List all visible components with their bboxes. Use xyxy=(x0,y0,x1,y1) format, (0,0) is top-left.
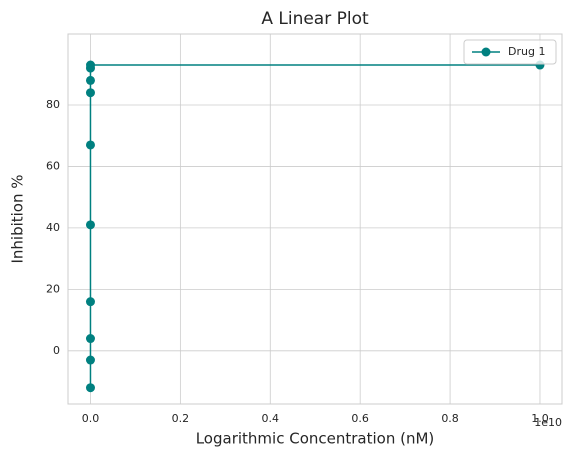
data-point xyxy=(85,140,95,150)
x-tick-label: 0.4 xyxy=(262,412,280,425)
data-point xyxy=(85,334,95,344)
legend-marker xyxy=(481,47,491,57)
x-tick-label: 0.8 xyxy=(441,412,459,425)
data-point xyxy=(85,355,95,365)
y-tick-label: 0 xyxy=(53,344,60,357)
x-tick-label: 0.2 xyxy=(172,412,190,425)
y-tick-label: 60 xyxy=(46,159,60,172)
y-axis-label: Inhibition % xyxy=(9,174,27,263)
data-point xyxy=(85,88,95,98)
x-tick-label: 1.0 xyxy=(531,412,549,425)
y-tick-label: 80 xyxy=(46,98,60,111)
data-point xyxy=(85,75,95,85)
x-tick-label: 0.6 xyxy=(351,412,369,425)
x-axis-label: Logarithmic Concentration (nM) xyxy=(196,430,435,448)
data-point xyxy=(85,383,95,393)
data-line xyxy=(89,64,540,388)
y-tick-label: 20 xyxy=(46,282,60,295)
data-point xyxy=(85,220,95,230)
legend-box xyxy=(463,39,557,65)
data-point xyxy=(85,297,95,307)
y-tick-label: 40 xyxy=(46,221,60,234)
plot-frame xyxy=(67,33,563,405)
data-point xyxy=(86,60,96,70)
chart-title: A Linear Plot xyxy=(261,9,369,29)
legend-label: Drug 1 xyxy=(508,45,545,58)
x-tick-label: 0.0 xyxy=(82,412,100,425)
x-offset-label: 1e10 xyxy=(534,416,562,429)
